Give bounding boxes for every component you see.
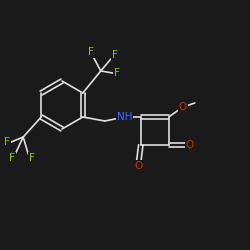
Text: F: F [114,68,120,78]
Text: O: O [186,140,194,150]
Text: F: F [9,153,15,163]
Text: F: F [88,47,94,57]
Text: F: F [4,137,10,147]
Text: O: O [135,161,143,171]
Text: F: F [29,153,35,163]
Text: F: F [112,50,118,60]
Text: O: O [179,102,187,112]
Text: NH: NH [117,112,132,122]
